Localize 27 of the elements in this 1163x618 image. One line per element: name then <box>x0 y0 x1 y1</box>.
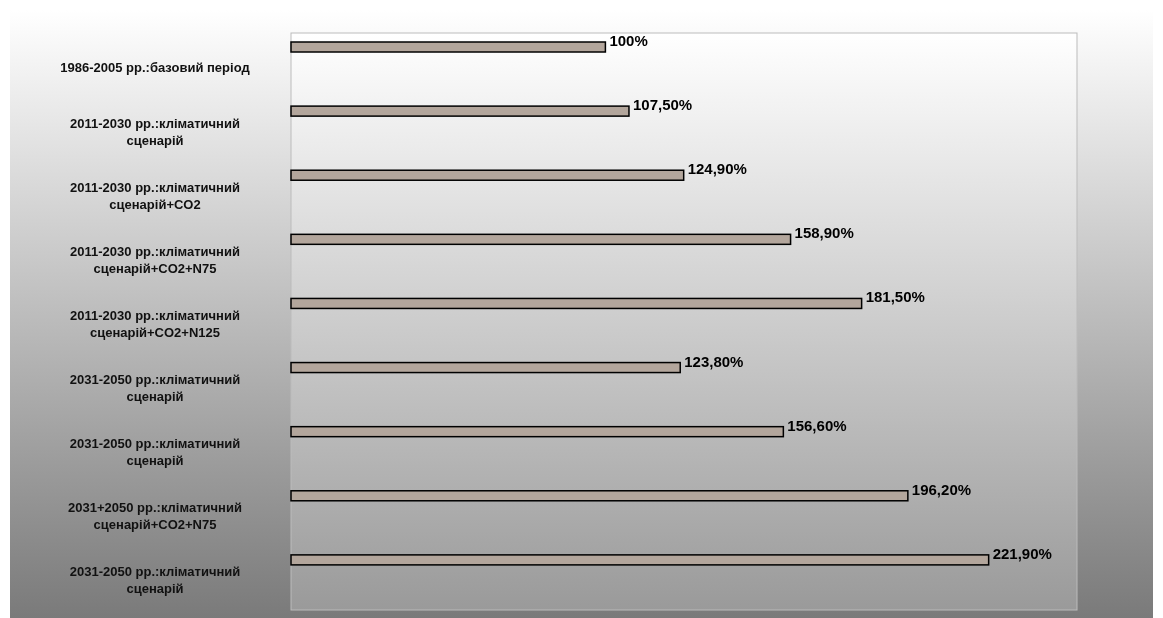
y-tick-label: 2011-2030 рр.:кліматичний сценарій+CO2+N75 <box>70 243 240 276</box>
data-label: 123,80% <box>684 352 744 370</box>
y-tick-label: 1986-2005 рр.:базовий період <box>60 60 251 76</box>
y-tick-label: 2011-2030 рр.:кліматичний сценарій+CO2 <box>70 179 240 212</box>
bar <box>290 297 863 310</box>
data-label: 124,90% <box>687 160 747 178</box>
bar <box>290 41 607 53</box>
y-tick-label: 2011-2030 рр.:кліматичний сценарій+CO2+N125 <box>70 308 240 340</box>
data-label: 158,90% <box>794 224 854 242</box>
y-tick-label: 2031+2050 рр.:кліматичний сценарій+CO2+N75 <box>68 500 242 533</box>
y-tick-label: 2031-2050 рр.:кліматичний сценарій <box>69 372 241 405</box>
bar <box>290 233 792 246</box>
y-tick-label: 2031-2050 рр.:кліматичний сценарій <box>69 564 241 597</box>
bar <box>290 554 990 566</box>
bar <box>290 105 630 117</box>
y-tick-label: 2031-2050 рр.:кліматичний сценарій <box>69 436 241 469</box>
data-label: 100% <box>609 32 648 49</box>
bar <box>290 425 785 438</box>
bar <box>290 490 909 502</box>
data-label: 156,60% <box>787 416 847 434</box>
data-label: 181,50% <box>865 288 925 306</box>
bar <box>290 169 685 181</box>
data-label: 221,90% <box>992 544 1052 562</box>
bar <box>290 361 681 374</box>
data-label: 196,20% <box>911 480 972 498</box>
y-tick-label: 2011-2030 рр.:кліматичний сценарій <box>70 115 240 148</box>
data-label: 107,50% <box>632 96 693 114</box>
